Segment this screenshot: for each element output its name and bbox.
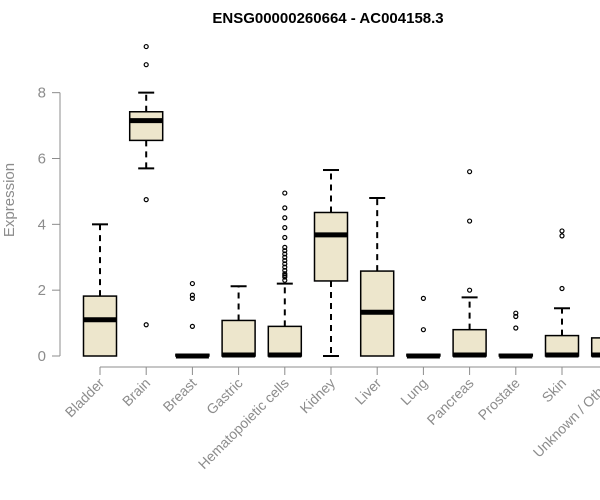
box-prostate	[498, 310, 534, 359]
x-tick-label: Liver	[352, 375, 385, 408]
outlier-point	[467, 287, 473, 293]
outlier-point	[559, 233, 565, 239]
outlier-point	[467, 169, 473, 175]
outlier-point	[189, 295, 195, 301]
box-unknown-other	[590, 337, 600, 358]
outlier-point	[282, 277, 288, 283]
outlier-point	[420, 327, 426, 333]
outlier-point	[467, 218, 473, 224]
box-gastric	[221, 285, 256, 358]
x-tick-label: Gastric	[203, 375, 246, 418]
outlier-point	[143, 43, 149, 50]
outlier-point	[282, 190, 288, 196]
box-rect	[267, 325, 303, 357]
x-tick-label: Breast	[160, 375, 200, 415]
y-tick-label: 6	[38, 151, 46, 168]
x-tick-label: Kidney	[297, 375, 339, 417]
box-liver	[359, 197, 395, 357]
outlier-point	[189, 280, 195, 287]
x-tick-label: Pancreas	[424, 375, 477, 428]
x-tick-label: Skin	[539, 375, 570, 406]
outlier-point	[143, 62, 149, 68]
box-rect	[221, 319, 256, 357]
box-rect	[452, 328, 487, 357]
outlier-point	[282, 264, 288, 270]
outlier-point	[282, 251, 288, 257]
outlier-point	[282, 261, 288, 267]
outlier-point	[282, 225, 288, 231]
x-tick-label: Bladder	[62, 375, 108, 421]
outlier-point	[559, 285, 565, 292]
box-rect	[313, 211, 349, 282]
x-tick-label: Hematopoietic cells	[195, 375, 292, 472]
outlier-point	[513, 310, 519, 316]
outlier-point	[282, 215, 288, 221]
box-rect	[590, 337, 600, 357]
outlier-point	[420, 295, 426, 301]
y-axis-label: Expression	[1, 163, 18, 237]
y-tick-label: 8	[38, 85, 46, 102]
x-tick-label: Prostate	[475, 375, 523, 423]
outlier-point	[282, 248, 288, 254]
outlier-point	[282, 234, 288, 241]
y-tick-label: 0	[38, 348, 46, 365]
y-tick-label: 2	[38, 282, 46, 299]
outlier-point	[143, 197, 149, 203]
box-rect	[82, 295, 118, 357]
box-rect	[128, 111, 164, 142]
y-axis: 0 2 4 6 8	[38, 85, 61, 365]
outlier-point	[513, 313, 519, 320]
chart-title: ENSG00000260664 - AC004158.3	[212, 10, 443, 27]
box-skin	[544, 228, 580, 358]
x-tick-label: Lung	[397, 375, 430, 408]
outlier-point	[282, 244, 288, 250]
outlier-point	[559, 228, 565, 234]
box-brain	[128, 43, 164, 328]
box-series	[82, 43, 600, 359]
outlier-point	[143, 322, 149, 328]
box-bladder	[82, 223, 118, 357]
outlier-point	[189, 323, 195, 329]
outlier-point	[282, 254, 288, 260]
outlier-point	[189, 292, 195, 298]
box-hematopoietic-cells	[267, 190, 303, 358]
outlier-point	[282, 205, 288, 211]
outlier-point	[282, 271, 288, 277]
x-tick-label: Brain	[119, 375, 153, 409]
box-kidney	[313, 169, 349, 357]
outlier-point	[282, 257, 288, 264]
box-lung	[406, 295, 441, 359]
box-pancreas	[452, 169, 487, 358]
outlier-point	[282, 267, 288, 274]
box-breast	[175, 280, 210, 359]
outlier-point	[513, 325, 519, 331]
y-tick-label: 4	[38, 216, 46, 233]
